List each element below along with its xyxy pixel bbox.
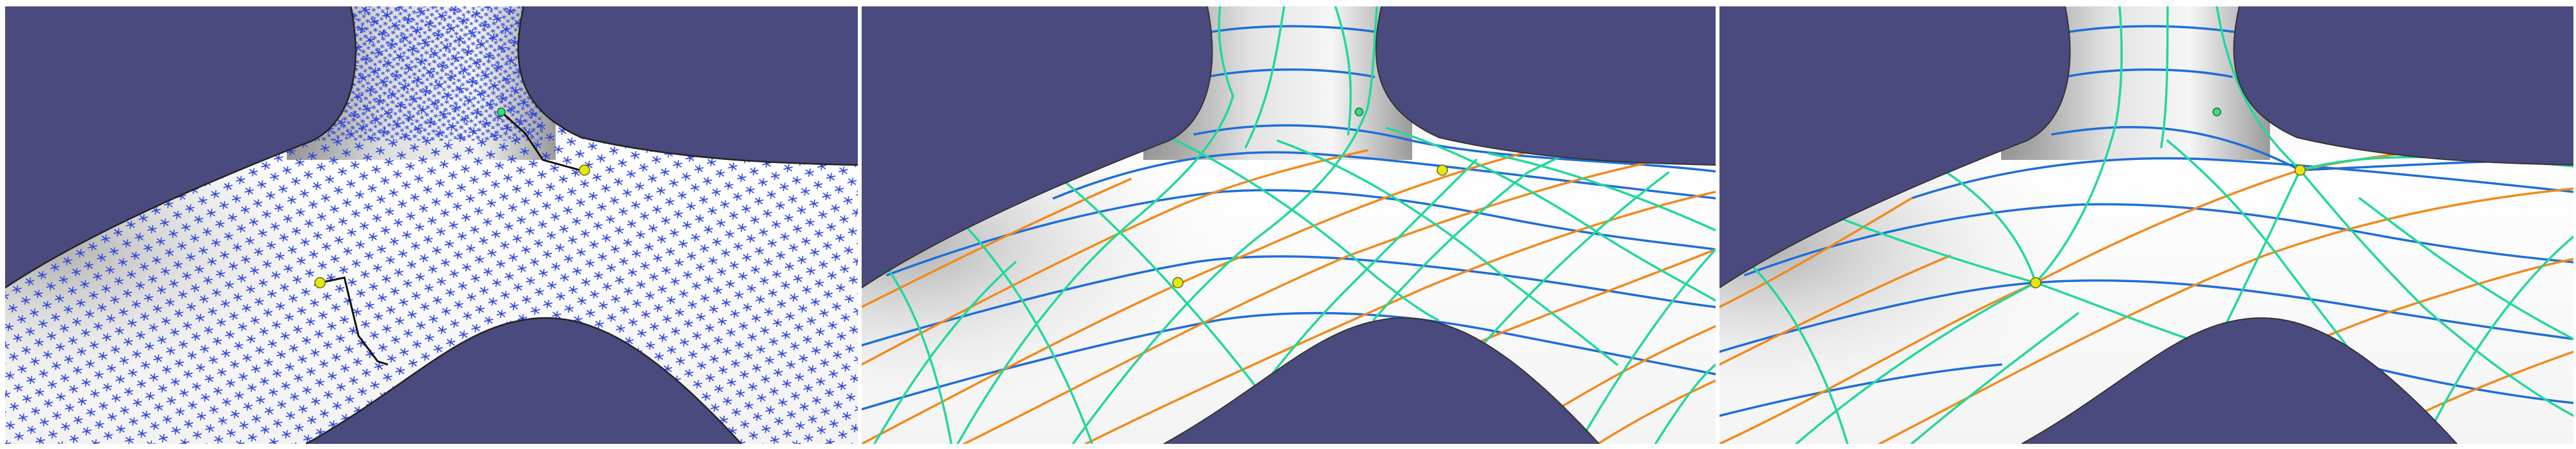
panel-left-sample-points (5, 6, 858, 444)
yellow-marker (1172, 277, 1184, 288)
yellow-marker (2030, 277, 2041, 288)
green-marker (497, 107, 506, 116)
green-marker (1355, 107, 1364, 116)
panel-middle-quad-grid (862, 6, 1716, 444)
panel-right-quad-grid-singular (1719, 6, 2573, 444)
green-marker (2212, 107, 2221, 116)
geodesic-paths (319, 111, 585, 366)
yellow-marker (579, 164, 590, 176)
yellow-marker (2294, 164, 2306, 176)
surface-view-middle (862, 6, 1716, 444)
surface-view-left (5, 6, 858, 444)
yellow-marker (314, 277, 326, 288)
parameterization-lines (862, 6, 1716, 444)
surface-view-right (1719, 6, 2573, 444)
yellow-marker (1437, 164, 1448, 176)
